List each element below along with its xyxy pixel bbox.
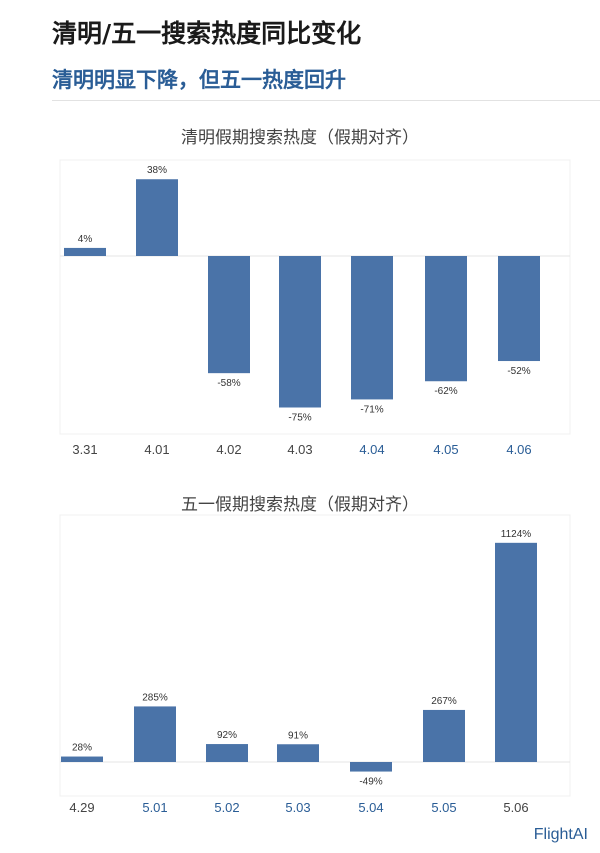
tick-label-5.05: 5.05	[431, 800, 456, 815]
page-title: 清明/五一搜索热度同比变化	[52, 19, 362, 48]
bar-4.29	[61, 756, 103, 762]
data-label-5.01: 285%	[142, 692, 168, 703]
data-label-4.01: 38%	[147, 165, 167, 176]
data-label-4.29: 28%	[72, 743, 92, 754]
bar-5.01	[134, 706, 176, 762]
chart-title-labor-day: 五一假期搜索热度（假期对齐）	[181, 495, 419, 515]
tick-label-5.02: 5.02	[214, 800, 239, 815]
bar-5.05	[423, 709, 465, 762]
chart-title-qingming: 清明假期搜索热度（假期对齐）	[181, 128, 419, 148]
data-label-4.05: -62%	[434, 386, 457, 397]
bar-4.05	[425, 256, 467, 382]
bar-5.02	[206, 744, 248, 762]
tick-label-4.03: 4.03	[287, 442, 312, 457]
bar-4.06	[498, 256, 540, 362]
data-label-4.03: -75%	[288, 413, 311, 424]
tick-label-5.04: 5.04	[358, 800, 383, 815]
bar-4.03	[279, 256, 321, 408]
tick-label-4.02: 4.02	[216, 442, 241, 457]
tick-label-4.01: 4.01	[144, 442, 169, 457]
bar-4.02	[208, 256, 250, 374]
tick-label-4.04: 4.04	[359, 442, 384, 457]
tick-label-5.01: 5.01	[142, 800, 167, 815]
page-subtitle: 清明明显下降，但五一热度回升	[52, 68, 346, 92]
bar-5.04	[350, 762, 392, 772]
tick-label-3.31: 3.31	[72, 442, 97, 457]
data-label-5.02: 92%	[217, 730, 237, 741]
divider	[52, 100, 600, 101]
tick-label-4.06: 4.06	[506, 442, 531, 457]
bar-4.04	[351, 256, 393, 400]
data-label-5.04: -49%	[359, 777, 382, 788]
tick-label-4.05: 4.05	[433, 442, 458, 457]
bar-5.06	[495, 542, 537, 762]
bar-4.01	[136, 179, 178, 256]
tick-label-4.29: 4.29	[69, 800, 94, 815]
data-label-5.06: 1124%	[501, 529, 532, 540]
brand-logo: FlightAI	[533, 826, 588, 843]
data-label-4.06: -52%	[507, 366, 530, 377]
tick-label-5.03: 5.03	[285, 800, 310, 815]
data-label-4.02: -58%	[217, 378, 240, 389]
data-label-5.05: 267%	[431, 696, 457, 707]
data-label-5.03: 91%	[288, 730, 308, 741]
data-label-4.04: -71%	[360, 404, 383, 415]
bar-5.03	[277, 744, 319, 762]
data-label-3.31: 4%	[78, 234, 93, 245]
tick-label-5.06: 5.06	[503, 800, 528, 815]
bar-3.31	[64, 247, 106, 256]
